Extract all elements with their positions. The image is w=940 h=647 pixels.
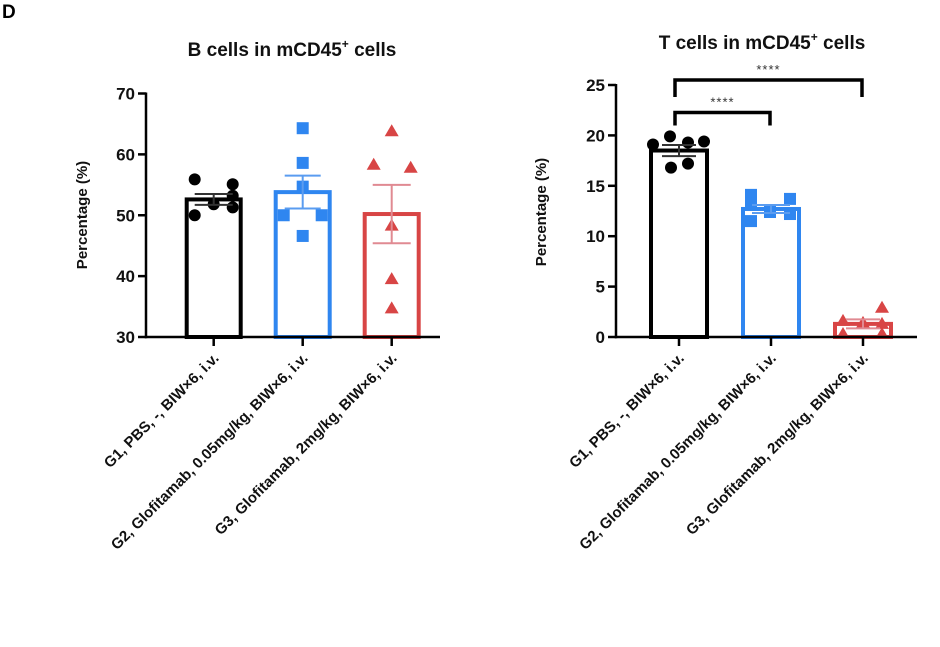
data-point-circle — [226, 178, 239, 191]
significance-bracket — [673, 78, 864, 97]
data-point-circle — [188, 209, 201, 222]
x-tick-label: G3, Glofitamab, 2mg/kg, BIW×6, i.v. — [683, 350, 872, 539]
data-point-circle — [682, 157, 694, 170]
chart-title-superscript: + — [811, 30, 818, 44]
y-tick-label: 25 — [586, 76, 605, 95]
y-ticks: 30 40 50 60 70 — [116, 85, 146, 347]
data-point-triangle — [403, 160, 418, 173]
bar-g1 — [649, 148, 709, 339]
y-tick-label: 30 — [116, 328, 135, 347]
data-point-triangle — [875, 300, 889, 313]
chart-title-suffix: cells — [818, 33, 866, 54]
chart-title: B cells in mCD45+ cells — [188, 37, 397, 61]
data-point-square — [296, 122, 309, 135]
data-point-circle — [226, 189, 239, 202]
y-tick-label: 40 — [116, 267, 135, 286]
t-cells-chart: T cells in mCD45+ cells Percentage (%) 0… — [533, 30, 917, 553]
chart-title-suffix: cells — [349, 40, 397, 61]
x-tick-label: G2, Glofitamab, 0.05mg/kg, BIW×6, i.v. — [576, 350, 780, 554]
data-point-square — [784, 192, 796, 205]
y-tick-label: 10 — [586, 227, 605, 246]
chart-title-main: T cells in mCD45 — [659, 33, 811, 54]
data-point-triangle — [366, 157, 381, 170]
chart-title: T cells in mCD45+ cells — [659, 30, 866, 54]
y-tick-label: 70 — [116, 85, 135, 104]
data-point-circle — [647, 138, 659, 151]
data-point-circle — [698, 135, 710, 148]
data-point-triangle — [875, 316, 889, 329]
axes — [614, 84, 917, 346]
data-point-circle — [188, 173, 201, 186]
error-bars — [662, 143, 880, 330]
bars — [649, 148, 893, 339]
data-point-circle — [665, 161, 677, 174]
x-tick-labels: G1, PBS, -, BIW×6, i.v.G2, Glofitamab, 0… — [101, 350, 401, 554]
axes — [144, 92, 440, 346]
y-tick-label: 15 — [586, 177, 605, 196]
significance-brackets: **** **** — [673, 62, 864, 126]
data-point-triangle — [384, 124, 399, 137]
data-point-square — [296, 156, 309, 169]
data-point-square — [745, 188, 757, 201]
x-tick-labels: G1, PBS, -, BIW×6, i.v.G2, Glofitamab, 0… — [566, 350, 872, 554]
data-point-square — [745, 197, 757, 210]
data-point-circle — [226, 201, 239, 214]
data-point-triangle — [384, 272, 399, 285]
y-tick-label: 0 — [596, 328, 605, 347]
y-axis-label: Percentage (%) — [533, 158, 550, 266]
significance-label: **** — [710, 95, 734, 110]
data-point-square — [296, 229, 309, 242]
bars — [184, 190, 421, 339]
x-tick-label: G3, Glofitamab, 2mg/kg, BIW×6, i.v. — [212, 350, 401, 539]
data-points — [188, 122, 418, 314]
significance-label: **** — [756, 62, 780, 77]
panel-letter: D — [2, 2, 16, 23]
data-point-square — [784, 208, 796, 221]
chart-title-superscript: + — [342, 37, 349, 51]
y-tick-label: 20 — [586, 126, 605, 145]
chart-title-main: B cells in mCD45 — [188, 40, 343, 61]
x-tick-label: G2, Glofitamab, 0.05mg/kg, BIW×6, i.v. — [108, 350, 312, 554]
y-ticks: 0 5 10 15 20 25 — [586, 76, 616, 347]
error-bars — [194, 174, 411, 245]
data-point-triangle — [384, 301, 399, 314]
data-point-circle — [664, 130, 676, 143]
significance-bracket — [673, 110, 772, 126]
bar-g2 — [741, 206, 801, 339]
data-point-square — [277, 209, 290, 222]
data-point-circle — [682, 136, 694, 149]
y-tick-label: 50 — [116, 206, 135, 225]
data-point-square — [745, 215, 757, 228]
y-tick-label: 60 — [116, 145, 135, 164]
y-tick-label: 5 — [596, 278, 605, 297]
data-point-triangle — [836, 313, 850, 326]
b-cells-chart: B cells in mCD45+ cells Percentage (%) 3… — [74, 37, 440, 553]
y-axis-label: Percentage (%) — [74, 161, 91, 269]
data-point-square — [315, 209, 328, 222]
